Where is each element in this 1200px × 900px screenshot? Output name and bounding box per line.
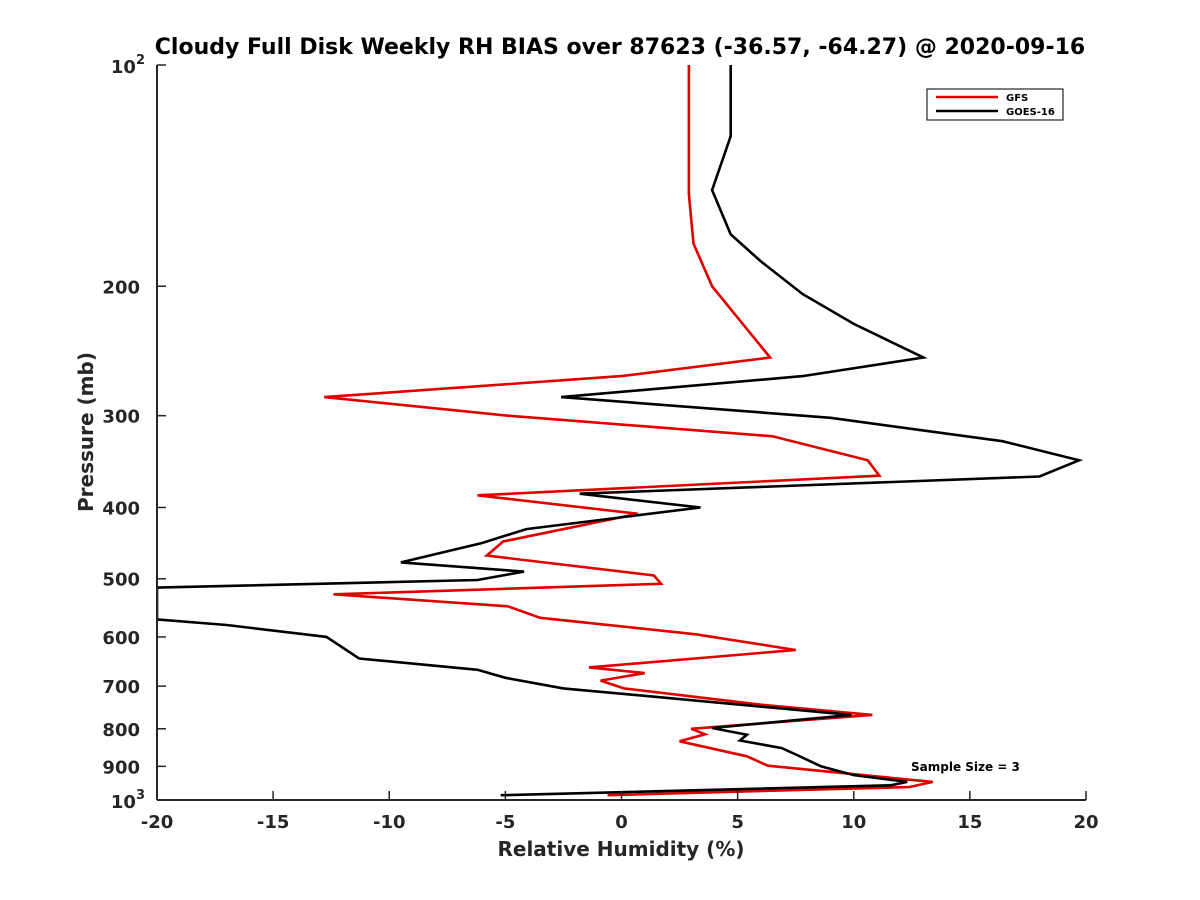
series-line-goes16 — [157, 65, 1084, 797]
legend-label-goes16: GOES-16 — [1006, 107, 1055, 118]
y-tick-label: 200 — [102, 277, 140, 298]
legend-label-gfs: GFS — [1006, 93, 1028, 104]
y-tick-label: 800 — [102, 720, 140, 741]
y-tick-label: 700 — [102, 677, 140, 698]
plot-lines — [157, 65, 1084, 797]
x-tick-label: -20 — [141, 812, 174, 833]
x-tick-label: 0 — [615, 812, 628, 833]
x-tick-label: -15 — [257, 812, 290, 833]
chart-title: Cloudy Full Disk Weekly RH BIAS over 876… — [155, 35, 1085, 60]
x-ticks: -20 -15 -10 -5 0 5 10 15 20 — [141, 791, 1099, 833]
x-tick-label: 15 — [957, 812, 982, 833]
x-tick-label: -5 — [495, 812, 515, 833]
legend-box — [926, 88, 1064, 121]
x-tick-label: -10 — [373, 812, 406, 833]
y-tick-label: 400 — [102, 499, 140, 520]
x-tick-label: 20 — [1073, 812, 1098, 833]
y-tick-label: 102 — [111, 53, 145, 78]
x-tick-label: 10 — [841, 812, 866, 833]
y-tick-label: 600 — [102, 628, 140, 649]
x-tick-label: 5 — [731, 812, 744, 833]
y-tick-label: 900 — [102, 757, 140, 778]
legend: GFS GOES-16 — [926, 88, 1064, 121]
sample-size-annotation: Sample Size = 3 — [911, 760, 1020, 774]
y-tick-label: 103 — [111, 788, 145, 813]
x-axis-label: Relative Humidity (%) — [497, 837, 744, 861]
y-axis-label: Pressure (mb) — [74, 352, 98, 512]
y-tick-label: 300 — [102, 407, 140, 428]
y-tick-label: 500 — [102, 570, 140, 591]
series-line-gfs — [324, 65, 933, 797]
y-ticks: 102 200 300 400 500 600 700 800 900 103 — [102, 53, 166, 813]
